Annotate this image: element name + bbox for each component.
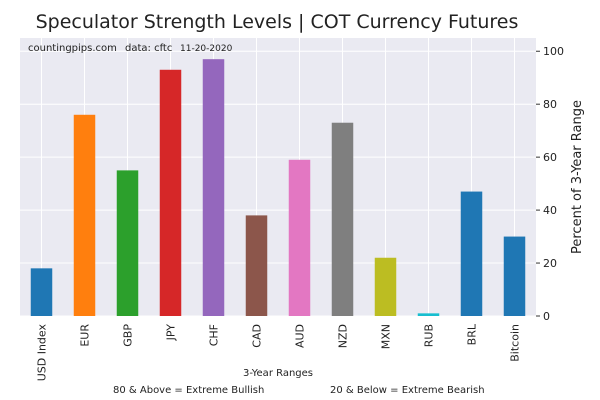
x-axis-label: 3-Year Ranges — [243, 368, 313, 379]
x-tick-label: RUB — [423, 324, 436, 347]
bar-aud — [288, 159, 311, 316]
x-tick-label: CHF — [208, 324, 221, 346]
y-tick-label: 80 — [543, 98, 557, 111]
x-tick-label: Bitcoin — [509, 324, 522, 362]
source-site: countingpips.com — [28, 43, 117, 54]
plot-background — [20, 38, 536, 316]
footnote-bullish: 80 & Above = Extreme Bullish — [113, 385, 264, 396]
bar-chf — [202, 59, 225, 316]
source-date: 11-20-2020 — [180, 44, 233, 54]
y-tick-label: 0 — [543, 310, 550, 323]
source-data: data: cftc — [125, 43, 172, 54]
bar-mxn — [374, 257, 397, 316]
x-tick-label: JPY — [165, 324, 178, 342]
footnote-bearish: 20 & Below = Extreme Bearish — [330, 385, 485, 396]
x-tick-label: BRL — [466, 323, 479, 345]
bar-cad — [245, 215, 268, 316]
y-axis-ticks: 0 20 40 60 80 100 — [536, 45, 564, 323]
bars — [30, 59, 526, 317]
y-tick-label: 20 — [543, 257, 557, 270]
y-tick-label: 40 — [543, 204, 557, 217]
x-tick-label: CAD — [251, 324, 264, 348]
x-tick-label: NZD — [337, 324, 350, 348]
y-tick-label: 60 — [543, 151, 557, 164]
bar-usd-index — [30, 268, 53, 316]
x-tick-label: AUD — [294, 324, 307, 348]
bar-rub — [417, 313, 440, 316]
x-tick-label: GBP — [122, 324, 135, 347]
bar-brl — [460, 191, 483, 316]
bar-nzd — [331, 122, 354, 316]
bar-bitcoin — [503, 236, 526, 316]
bar-gbp — [116, 170, 139, 316]
chart-title: Speculator Strength Levels | COT Currenc… — [36, 11, 519, 33]
y-tick-label: 100 — [543, 45, 564, 58]
x-tick-label: USD Index — [36, 324, 49, 382]
bar-jpy — [159, 69, 182, 317]
x-tick-label: EUR — [79, 324, 92, 347]
bar-eur — [73, 114, 96, 317]
y-axis-label: Percent of 3-Year Range — [570, 100, 585, 254]
x-axis-ticks: USD Index EUR GBP JPY CHF CAD AUD NZD MXN RUB BRL B… — [36, 323, 522, 381]
x-tick-label: MXN — [380, 324, 393, 349]
